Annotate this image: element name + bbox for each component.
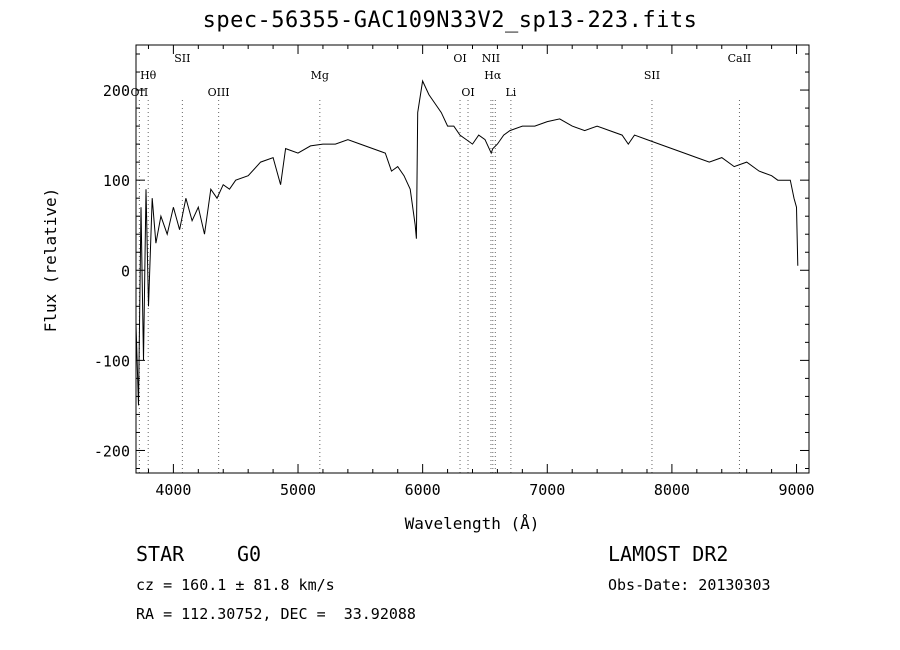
y-tick-label: -100 — [94, 352, 130, 370]
x-axis-label: Wavelength (Å) — [405, 514, 540, 533]
line-marker-label: CaII — [728, 52, 752, 65]
sky-coordinates: RA = 112.30752, DEC = 33.92088 — [136, 605, 416, 623]
chart-title: spec-56355-GAC109N33V2_sp13-223.fits — [202, 8, 698, 33]
spectrum-line — [136, 79, 799, 406]
line-marker-label: OII — [131, 86, 149, 99]
line-marker-label: SII — [644, 69, 660, 82]
y-tick-label: 200 — [103, 82, 130, 100]
x-tick-label: 6000 — [405, 481, 441, 499]
x-tick-label: 7000 — [529, 481, 565, 499]
x-tick-label: 9000 — [778, 481, 814, 499]
line-marker-label: OIII — [208, 86, 230, 99]
line-marker-label: Mg — [311, 69, 329, 82]
y-tick-label: 0 — [121, 262, 130, 280]
spectral-subclass: G0 — [237, 542, 262, 566]
line-marker-label: Hα — [484, 69, 502, 82]
y-tick-label: 100 — [103, 172, 130, 190]
x-tick-label: 5000 — [280, 481, 316, 499]
plot-frame — [135, 44, 810, 474]
line-marker-label: NII — [482, 52, 500, 65]
x-axis-ticks: 4000 5000 6000 7000 8000 9000 — [147, 45, 815, 499]
x-tick-label: 4000 — [155, 481, 191, 499]
observation-date: Obs-Date: 20130303 — [608, 576, 771, 594]
spectrum-series — [136, 79, 799, 406]
line-marker-label: Li — [505, 86, 516, 99]
line-marker-label: OI — [453, 52, 466, 65]
survey-release: LAMOST DR2 — [608, 542, 729, 566]
y-axis-ticks: -200 -100 0 100 200 — [94, 53, 809, 469]
y-tick-label: -200 — [94, 442, 130, 460]
x-tick-label: 8000 — [654, 481, 690, 499]
line-marker-label: Hθ — [140, 69, 157, 82]
y-axis-label: Flux (relative) — [41, 188, 60, 333]
redshift-readout: cz = 160.1 ± 81.8 km/s — [136, 576, 335, 594]
line-marker-label: SII — [174, 52, 190, 65]
line-marker-label: OI — [461, 86, 474, 99]
object-class: STAR — [136, 542, 185, 566]
